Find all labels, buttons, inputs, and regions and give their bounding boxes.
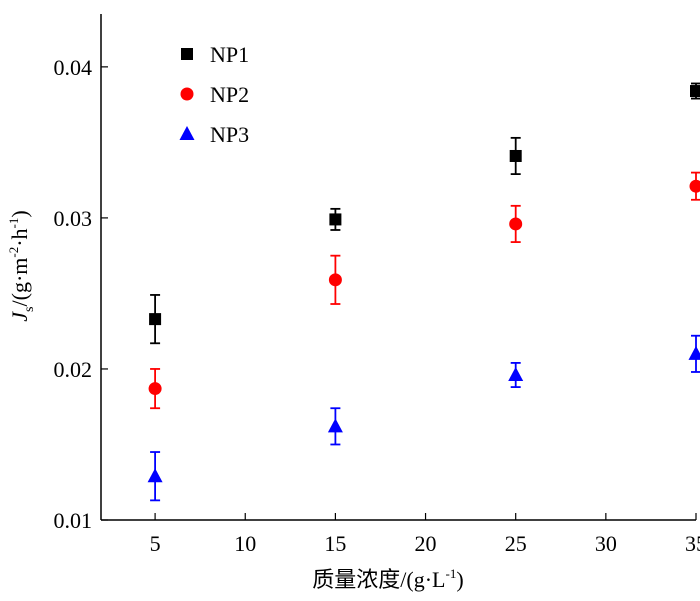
axes — [100, 14, 696, 521]
legend-label-np3: NP3 — [210, 122, 249, 147]
y-tick-label: 0.01 — [54, 508, 93, 533]
point-np1 — [329, 213, 342, 226]
x-axis-label: 质量浓度/(g·L-1) — [312, 566, 463, 592]
point-np2 — [328, 273, 342, 287]
point-np1 — [509, 149, 522, 162]
legend-label-np2: NP2 — [210, 82, 249, 107]
y-axis-label-group: Js/(g·m-2·h-1) — [6, 210, 37, 321]
legend: NP1 NP2 NP3 — [179, 42, 249, 147]
x-tick-label: 30 — [595, 531, 617, 556]
x-tick-label: 25 — [505, 531, 527, 556]
x-tick-label: 15 — [324, 531, 346, 556]
point-np2 — [148, 382, 162, 396]
y-axis-label: Js/(g·m-2·h-1) — [6, 210, 37, 321]
point-np3 — [327, 418, 343, 433]
x-tick-label: 35 — [685, 531, 700, 556]
legend-marker-np2 — [180, 87, 194, 101]
y-tick-label: 0.03 — [54, 206, 93, 231]
y-tick-label: 0.04 — [54, 55, 93, 80]
axis-ticks: 5 10 15 20 25 30 35 0.01 0.02 0.03 0.04 — [54, 55, 700, 556]
legend-marker-np3 — [179, 126, 195, 140]
x-tick-label: 20 — [415, 531, 437, 556]
x-tick-label: 10 — [234, 531, 256, 556]
point-np2 — [689, 179, 700, 193]
point-np3 — [688, 345, 700, 360]
y-tick-label: 0.02 — [54, 357, 93, 382]
point-np1 — [149, 313, 162, 326]
x-tick-label: 5 — [150, 531, 161, 556]
data-markers — [147, 85, 700, 483]
legend-label-np1: NP1 — [210, 42, 249, 67]
point-np2 — [509, 217, 523, 231]
point-np3 — [147, 468, 163, 483]
point-np1 — [690, 85, 700, 98]
point-np3 — [508, 366, 524, 381]
legend-marker-np1 — [181, 48, 193, 60]
